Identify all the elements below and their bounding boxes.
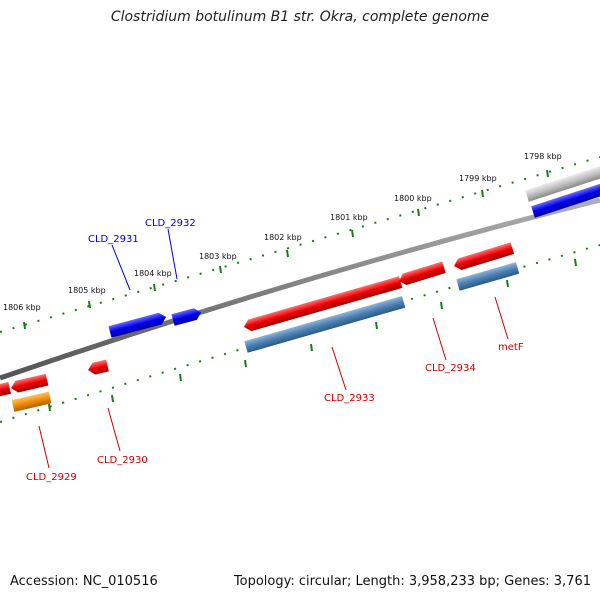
scale-label-1801: 1801 kbp	[330, 213, 368, 222]
gene-orange[interactable]	[11, 391, 52, 412]
outer-major-ticks	[23, 169, 549, 330]
genome-summary-text: Topology: circular; Length: 3,958,233 bp…	[233, 574, 591, 589]
gene-label-cld-2933: CLD_2933	[324, 393, 375, 404]
gene-steel-long[interactable]	[244, 296, 406, 353]
gene-gray-edge[interactable]	[525, 165, 600, 202]
gene-red-left-edge[interactable]	[0, 382, 11, 397]
gene-cld-2931[interactable]	[108, 311, 167, 338]
label-leaders	[38, 228, 509, 469]
gene-cld-2934[interactable]	[397, 261, 446, 287]
accession-text: Accession: NC_010516	[10, 574, 158, 589]
scale-label-1806: 1806 kbp	[3, 303, 41, 312]
gene-label-cld-2929: CLD_2929	[26, 472, 77, 483]
scale-label-1802: 1802 kbp	[264, 233, 302, 242]
gene-label-cld-2930: CLD_2930	[97, 455, 148, 466]
scale-label-1800: 1800 kbp	[394, 194, 432, 203]
scale-label-1805: 1805 kbp	[68, 286, 106, 295]
gene-cld-2933-forward[interactable]	[242, 276, 403, 332]
scale-label-1803: 1803 kbp	[199, 252, 237, 261]
gene-cld-2932[interactable]	[171, 307, 202, 326]
inner-major-ticks	[48, 258, 577, 412]
gene-label-cld-2934: CLD_2934	[425, 363, 476, 374]
gene-metf[interactable]	[452, 242, 515, 271]
map-title: Clostridium botulinum B1 str. Okra, comp…	[110, 9, 490, 25]
gene-cld-2930[interactable]	[87, 359, 109, 376]
outer-scale-track	[0, 156, 600, 333]
scale-label-1798: 1798 kbp	[524, 152, 562, 161]
scale-label-1804: 1804 kbp	[134, 269, 172, 278]
gene-steel-short[interactable]	[456, 262, 520, 291]
gene-cld-2929[interactable]	[10, 373, 49, 394]
scale-label-1799: 1799 kbp	[459, 174, 497, 183]
gene-blue-edge[interactable]	[531, 183, 600, 218]
gene-label-cld-2931: CLD_2931	[88, 234, 139, 245]
genome-backbone	[0, 197, 600, 381]
gene-label-cld-2932: CLD_2932	[145, 218, 196, 229]
gene-label-metf: metF	[498, 342, 524, 353]
